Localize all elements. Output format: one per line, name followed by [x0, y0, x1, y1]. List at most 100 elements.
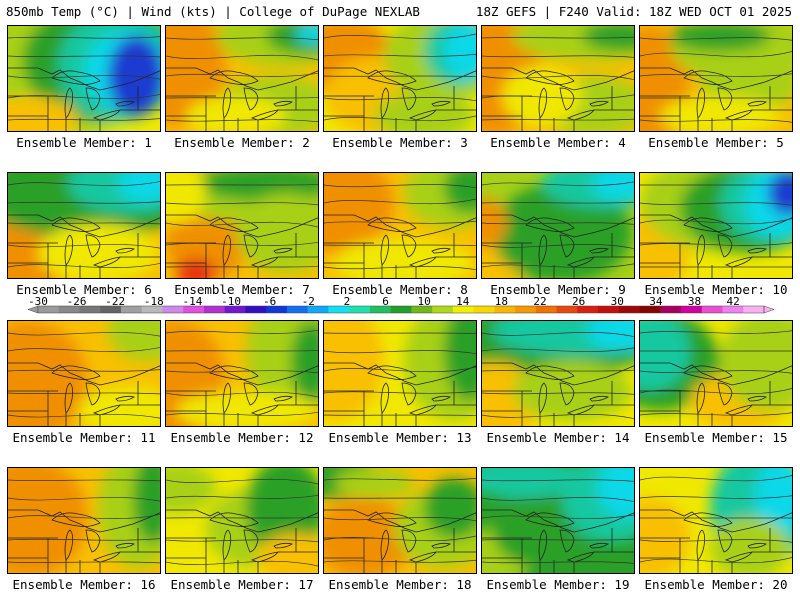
- map-image: [640, 26, 792, 131]
- map-image: [324, 173, 476, 278]
- map-panel-10: [639, 172, 793, 279]
- map-panel-4: [481, 25, 635, 132]
- caption-18: Ensemble Member: 18: [328, 577, 472, 592]
- colorbar-swatch: [473, 306, 495, 313]
- map-panel-17: [165, 467, 319, 574]
- colorbar-swatch: [328, 306, 350, 313]
- map-panel-16: [7, 467, 161, 574]
- colorbar-swatch: [432, 306, 454, 313]
- map-panel-18: [323, 467, 477, 574]
- map-image: [482, 468, 634, 573]
- colorbar-tick-label: 42: [726, 296, 739, 308]
- map-image: [640, 468, 792, 573]
- caption-13: Ensemble Member: 13: [328, 430, 472, 445]
- map-image: [166, 26, 318, 131]
- map-image: [324, 468, 476, 573]
- colorbar-swatch: [120, 306, 143, 313]
- caption-20: Ensemble Member: 20: [644, 577, 788, 592]
- caption-7: Ensemble Member: 7: [174, 282, 310, 297]
- colorbar-swatch: [245, 306, 267, 313]
- colorbar-tick-label: 2: [344, 296, 351, 308]
- map-image: [8, 321, 160, 426]
- colorbar-swatch: [743, 306, 765, 313]
- caption-15: Ensemble Member: 15: [644, 430, 788, 445]
- map-panel-14: [481, 320, 635, 427]
- colorbar-swatch: [722, 306, 744, 313]
- colorbar-tick-label: 38: [688, 296, 701, 308]
- caption-9: Ensemble Member: 9: [490, 282, 626, 297]
- caption-11: Ensemble Member: 11: [12, 430, 156, 445]
- colorbar-swatch: [452, 306, 474, 313]
- caption-17: Ensemble Member: 17: [170, 577, 314, 592]
- header-valid-time: 18Z GEFS | F240 Valid: 18Z WED OCT 01 20…: [475, 4, 792, 19]
- map-panel-2: [165, 25, 319, 132]
- colorbar-swatch: [556, 306, 578, 313]
- map-image: [482, 173, 634, 278]
- colorbar-swatch: [494, 306, 516, 313]
- map-image: [640, 173, 792, 278]
- colorbar-swatch: [100, 306, 122, 313]
- caption-12: Ensemble Member: 12: [170, 430, 314, 445]
- colorbar-tick-label: 14: [456, 296, 470, 308]
- colorbar-swatch: [162, 306, 184, 313]
- colorbar-tick-label: -6: [263, 296, 276, 308]
- colorbar-swatch: [618, 306, 640, 313]
- colorbar-swatch: [515, 306, 537, 313]
- colorbar-swatch: [535, 306, 557, 313]
- map-panel-1: [7, 25, 161, 132]
- caption-19: Ensemble Member: 19: [486, 577, 630, 592]
- map-panel-15: [639, 320, 793, 427]
- colorbar-tick-label: 34: [649, 296, 663, 308]
- colorbar-swatch: [639, 306, 661, 313]
- map-image: [166, 173, 318, 278]
- colorbar-swatch: [203, 306, 226, 313]
- colorbar-tick-label: 18: [495, 296, 508, 308]
- colorbar-swatch: [286, 306, 309, 313]
- colorbar-swatch: [577, 306, 599, 313]
- colorbar-tick-label: -22: [105, 296, 125, 308]
- temperature-colorbar: -30 -26 -22 -18 -14 -10 -6 -2 2 6 10 14 18 22 26 30 34 38…: [27, 296, 775, 314]
- caption-16: Ensemble Member: 16: [12, 577, 156, 592]
- colorbar-swatch: [390, 306, 412, 313]
- colorbar-swatch: [307, 306, 329, 313]
- map-panel-12: [165, 320, 319, 427]
- colorbar-swatch: [369, 306, 392, 313]
- map-image: [324, 26, 476, 131]
- map-panel-13: [323, 320, 477, 427]
- map-image: [8, 468, 160, 573]
- colorbar-swatch: [183, 306, 205, 313]
- map-image: [8, 173, 160, 278]
- colorbar-tick-label: 6: [382, 296, 389, 308]
- colorbar-swatch: [701, 306, 723, 313]
- colorbar-arrow-right: [763, 305, 775, 314]
- map-panel-19: [481, 467, 635, 574]
- colorbar-tick-label: 26: [572, 296, 585, 308]
- colorbar-swatch: [266, 306, 288, 313]
- colorbar-tick-label: -2: [302, 296, 315, 308]
- map-image: [640, 321, 792, 426]
- colorbar-swatch: [349, 306, 371, 313]
- map-panel-8: [323, 172, 477, 279]
- colorbar-swatch: [224, 306, 246, 313]
- caption-3: Ensemble Member: 3: [332, 135, 468, 150]
- caption-2: Ensemble Member: 2: [174, 135, 310, 150]
- header-title: 850mb Temp (°C) | Wind (kts) | College o…: [6, 4, 420, 19]
- colorbar-swatch: [681, 306, 703, 313]
- map-panel-5: [639, 25, 793, 132]
- map-panel-3: [323, 25, 477, 132]
- map-image: [482, 26, 634, 131]
- map-image: [8, 26, 160, 131]
- caption-8: Ensemble Member: 8: [332, 282, 468, 297]
- caption-1: Ensemble Member: 1: [16, 135, 152, 150]
- map-panel-6: [7, 172, 161, 279]
- map-image: [482, 321, 634, 426]
- map-panel-20: [639, 467, 793, 574]
- colorbar-swatch: [58, 306, 80, 313]
- colorbar-swatch: [141, 306, 163, 313]
- colorbar-tick-label: 10: [418, 296, 431, 308]
- colorbar-swatch: [79, 306, 101, 313]
- map-panel-11: [7, 320, 161, 427]
- map-image: [166, 468, 318, 573]
- map-panel-9: [481, 172, 635, 279]
- caption-14: Ensemble Member: 14: [486, 430, 630, 445]
